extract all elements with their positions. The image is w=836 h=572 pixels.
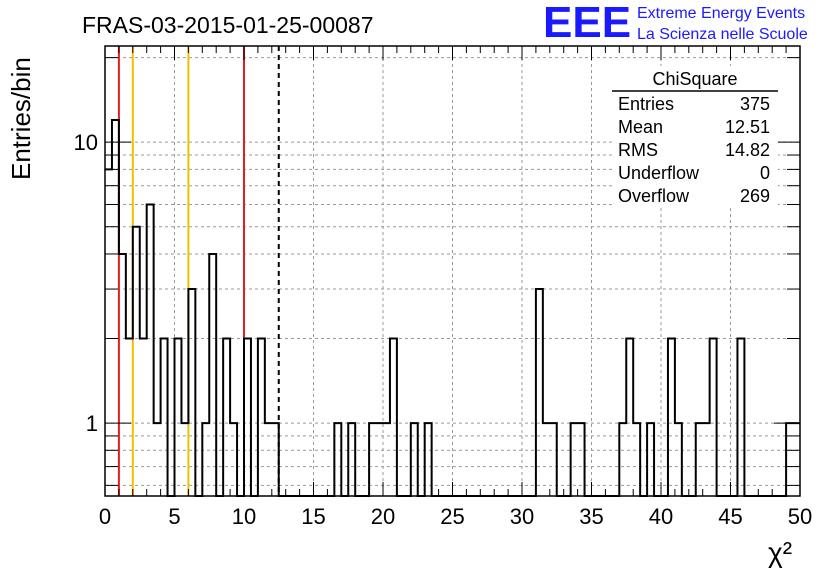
stat-label: Overflow — [618, 186, 690, 206]
histogram-bin — [188, 289, 195, 496]
histogram-bin — [105, 169, 112, 496]
stat-label: Mean — [618, 117, 663, 137]
stats-rows: Entries 375 Mean 12.51 RMS 14.82 Underflow 0 Ove… — [618, 94, 770, 206]
histogram-bins — [105, 118, 800, 497]
histogram-bin — [258, 339, 265, 496]
stat-value: 375 — [740, 94, 770, 114]
histogram-outline — [105, 118, 800, 497]
histogram-bin — [140, 339, 147, 496]
histogram-bin — [536, 289, 543, 496]
histogram-bin — [147, 204, 154, 496]
stat-label: Entries — [618, 94, 674, 114]
run-title: FRAS-03-2015-01-25-00087 — [82, 12, 374, 38]
logo-line-1: Extreme Energy Events — [637, 5, 805, 22]
x-tick-label: 35 — [579, 504, 603, 529]
histogram-bin — [209, 254, 216, 496]
stat-label: Underflow — [618, 163, 700, 183]
histogram-bin — [175, 339, 182, 496]
histogram-bin — [119, 254, 126, 496]
x-tick-label: 40 — [649, 504, 673, 529]
y-tick-label: 10 — [74, 130, 98, 155]
stat-label: RMS — [618, 140, 658, 160]
x-tick-label: 30 — [510, 504, 534, 529]
stats-title: ChiSquare — [652, 69, 737, 89]
stat-value: 14.82 — [725, 140, 770, 160]
histogram-bin — [133, 227, 140, 496]
x-tick-label: 5 — [168, 504, 180, 529]
stat-value: 12.51 — [725, 117, 770, 137]
x-tick-label: 50 — [788, 504, 812, 529]
histogram-bin — [126, 339, 133, 496]
histogram-bin — [668, 339, 675, 496]
histogram-bin — [626, 339, 633, 496]
grid — [105, 46, 800, 496]
threshold-lines — [117, 46, 280, 496]
histogram-bin — [223, 339, 230, 496]
stat-value: 0 — [760, 163, 770, 183]
y-tick-label: 1 — [86, 411, 98, 436]
stats-box: ChiSquare Entries 375 Mean 12.51 RMS 14.82 Und… — [612, 66, 778, 208]
histogram-bin — [737, 339, 744, 496]
x-axis-label: χ² — [768, 537, 792, 568]
x-tick-label: 20 — [371, 504, 395, 529]
histogram-bin — [710, 339, 717, 496]
x-tick-label: 10 — [232, 504, 256, 529]
histogram-bin — [161, 339, 168, 496]
y-axis-label: Entries/bin — [6, 57, 36, 180]
histogram-bin — [244, 339, 251, 496]
histogram-bin — [112, 120, 119, 496]
y-ticks: 1 10 — [74, 57, 800, 486]
x-tick-label: 45 — [718, 504, 742, 529]
eee-logo: EEE — [543, 0, 631, 47]
logo-line-2: La Scienza nelle Scuole — [637, 26, 808, 43]
x-tick-label: 25 — [440, 504, 464, 529]
x-tick-label: 15 — [301, 504, 325, 529]
stats-box-bg — [612, 66, 778, 208]
histogram-bin — [390, 339, 397, 496]
stat-value: 269 — [740, 186, 770, 206]
x-tick-label: 0 — [99, 504, 111, 529]
